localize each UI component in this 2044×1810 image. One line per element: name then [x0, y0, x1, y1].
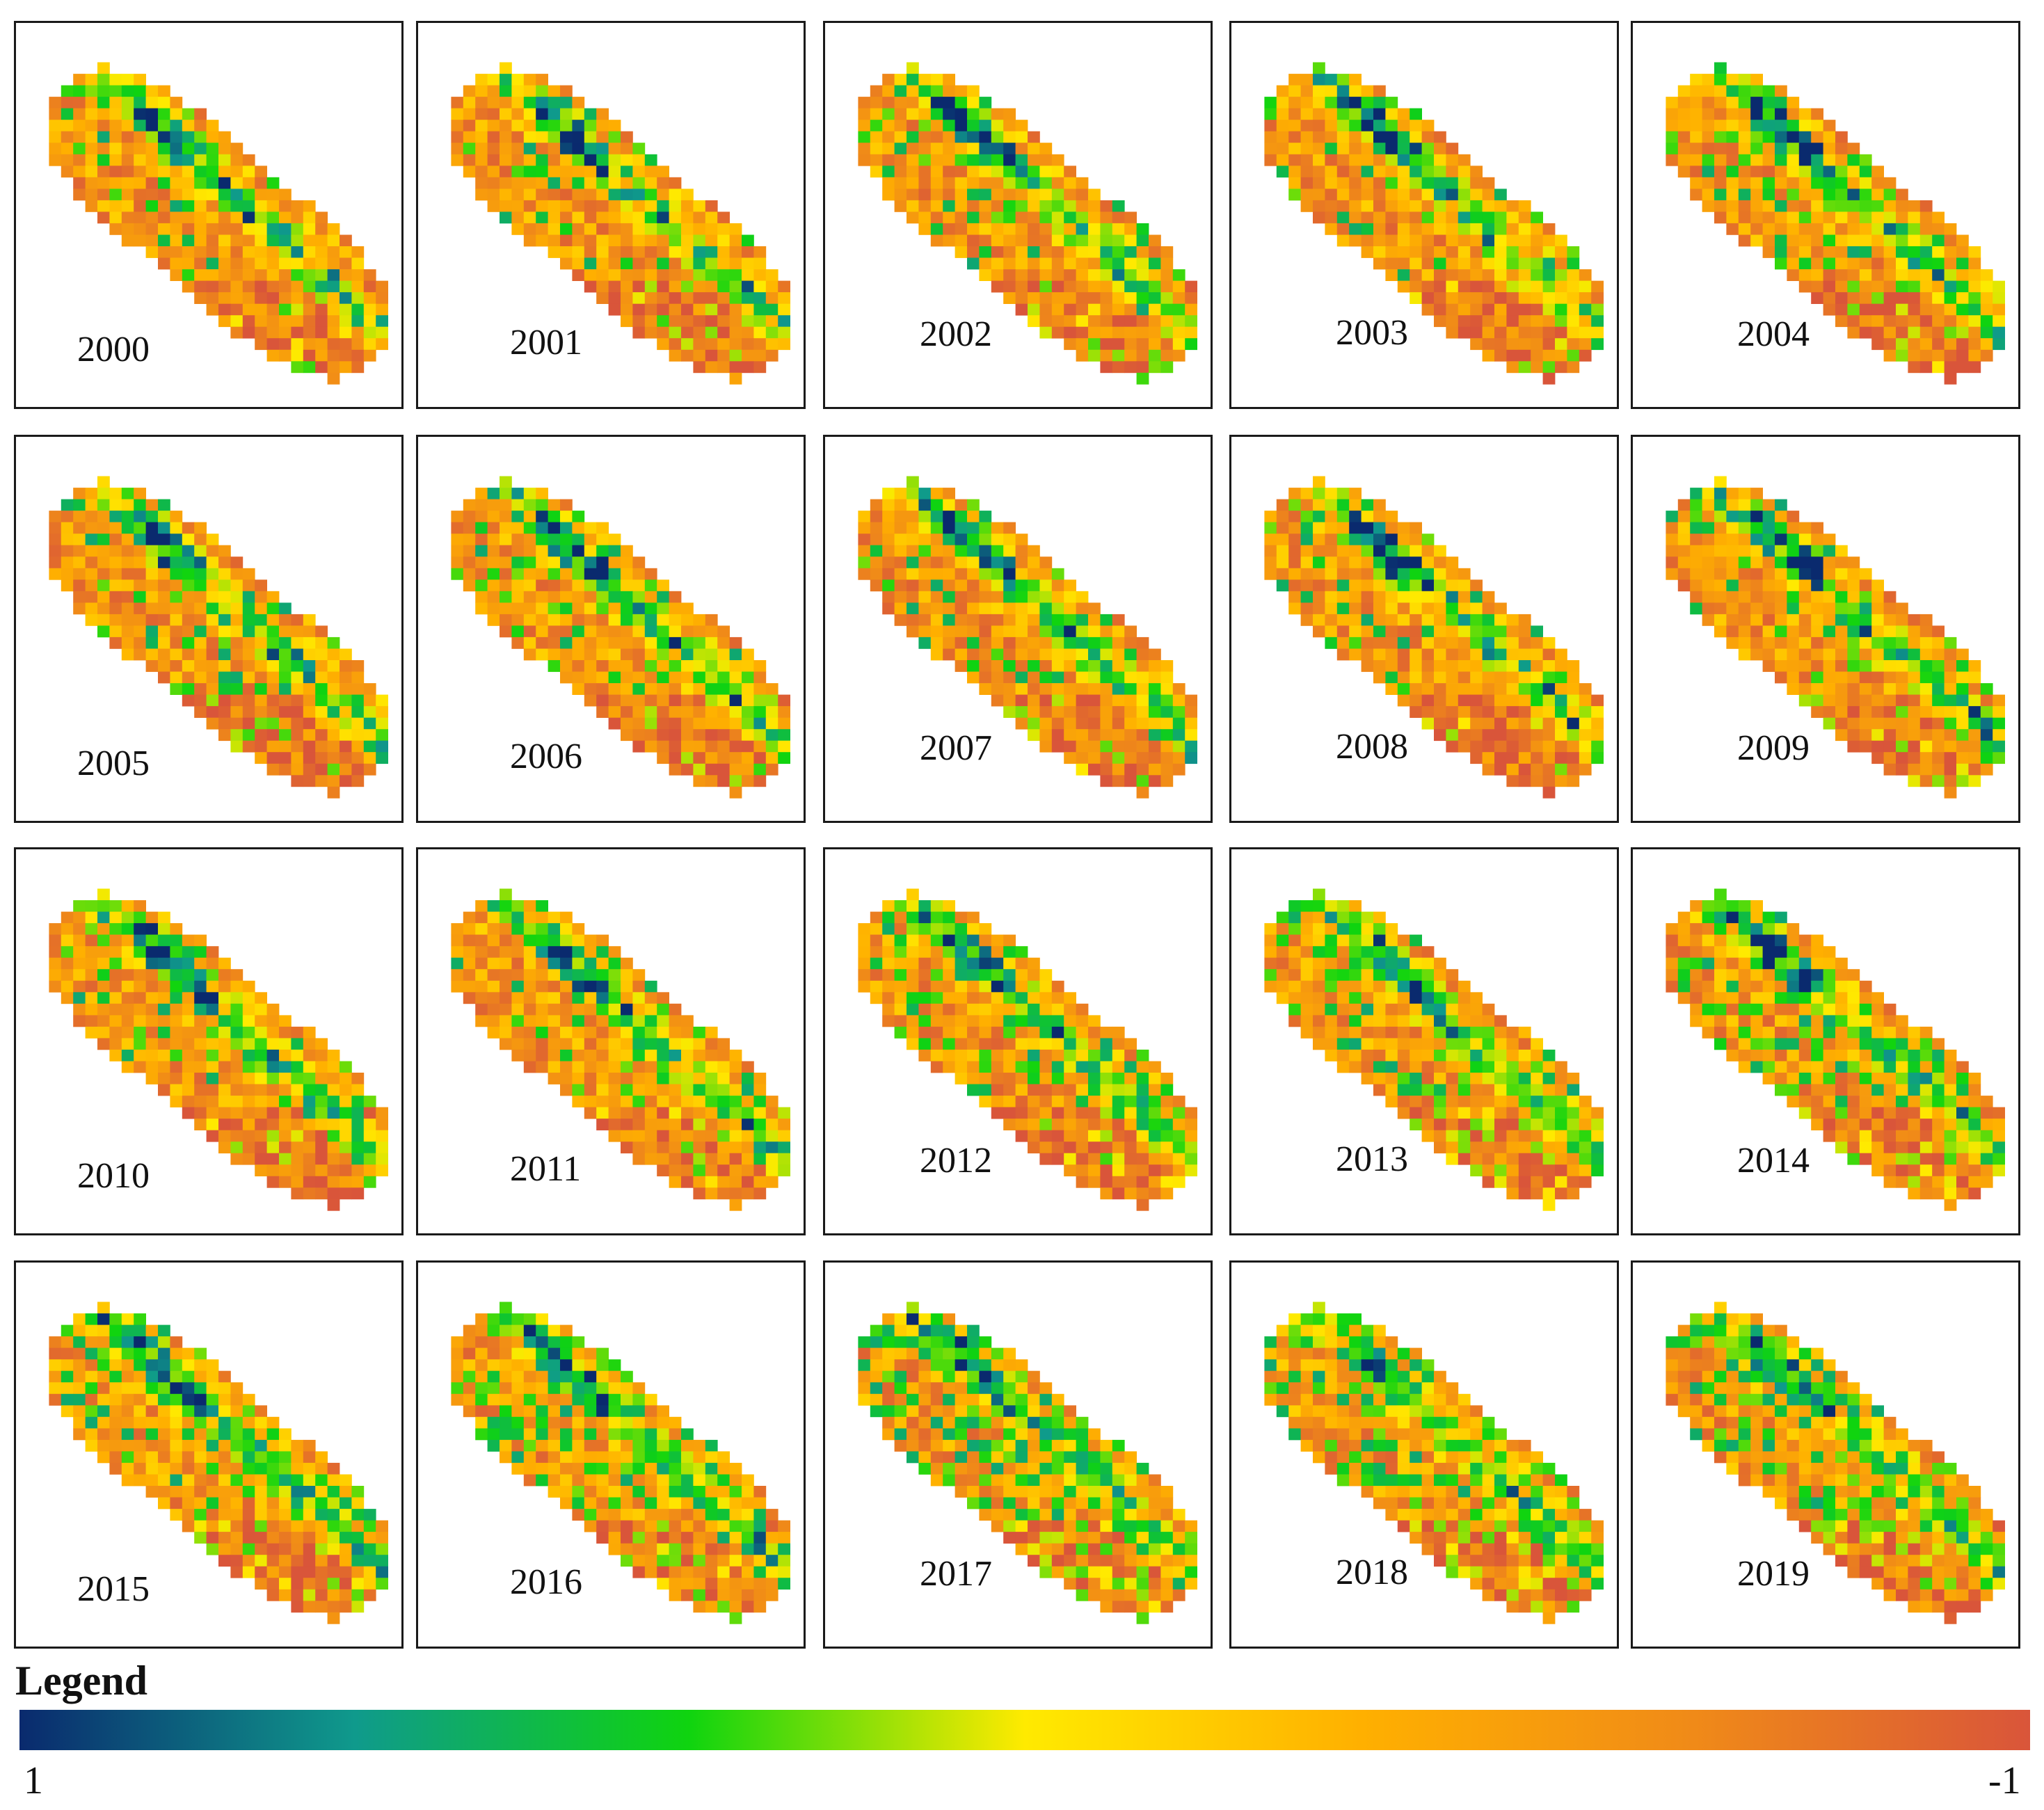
legend-title: Legend — [15, 1658, 148, 1704]
map-panel: 2014 — [1631, 847, 2020, 1235]
year-label: 2001 — [510, 323, 582, 362]
map-panel: 2013 — [1229, 847, 1619, 1235]
map-panel: 2009 — [1631, 435, 2020, 823]
raster-map — [1264, 476, 1604, 799]
map-grid: 2000 2001 2002 2003 2004 2005 2006 2007 2008 2009… — [14, 21, 2020, 1649]
year-label: 2012 — [920, 1141, 992, 1180]
map-panel: 2008 — [1229, 435, 1619, 823]
map-panel: 2004 — [1631, 21, 2020, 409]
map-panel: 2007 — [823, 435, 1213, 823]
year-label: 2004 — [1737, 314, 1810, 354]
map-panel: 2019 — [1631, 1260, 2020, 1649]
raster-map — [451, 476, 790, 799]
raster-map — [858, 1302, 1197, 1624]
legend-min-label: -1 — [1988, 1759, 2021, 1802]
map-panel: 2006 — [416, 435, 806, 823]
map-panel: 2002 — [823, 21, 1213, 409]
raster-map — [1666, 476, 2005, 799]
raster-map — [1264, 62, 1604, 385]
year-label: 2002 — [920, 314, 992, 354]
year-label: 2000 — [77, 330, 150, 369]
raster-map — [451, 888, 790, 1211]
legend-color-bar — [19, 1710, 2030, 1750]
raster-map — [1666, 62, 2005, 385]
raster-map — [1666, 1302, 2005, 1624]
raster-map — [858, 888, 1197, 1211]
raster-map — [1666, 888, 2005, 1211]
raster-map — [1264, 888, 1604, 1211]
year-label: 2017 — [920, 1554, 992, 1594]
map-panel: 2012 — [823, 847, 1213, 1235]
year-label: 2006 — [510, 737, 582, 776]
year-label: 2005 — [77, 744, 150, 783]
map-panel: 2005 — [14, 435, 404, 823]
raster-map — [858, 62, 1197, 385]
map-panel: 2018 — [1229, 1260, 1619, 1649]
raster-map — [49, 888, 388, 1211]
raster-map — [451, 1302, 790, 1624]
year-label: 2015 — [77, 1569, 150, 1609]
year-label: 2010 — [77, 1156, 150, 1196]
map-panel: 2016 — [416, 1260, 806, 1649]
map-panel: 2001 — [416, 21, 806, 409]
year-label: 2007 — [920, 728, 992, 768]
year-label: 2014 — [1737, 1141, 1810, 1180]
year-label: 2011 — [510, 1149, 582, 1189]
map-panel: 2010 — [14, 847, 404, 1235]
raster-map — [49, 1302, 388, 1624]
year-label: 2008 — [1336, 727, 1408, 767]
raster-map — [49, 62, 388, 385]
map-panel: 2000 — [14, 21, 404, 409]
year-label: 2013 — [1336, 1139, 1408, 1179]
raster-map — [49, 476, 388, 799]
raster-map — [858, 476, 1197, 799]
year-label: 2016 — [510, 1562, 582, 1602]
map-panel: 2015 — [14, 1260, 404, 1649]
year-label: 2018 — [1336, 1553, 1408, 1592]
map-panel: 2003 — [1229, 21, 1619, 409]
year-label: 2019 — [1737, 1554, 1810, 1594]
raster-map — [1264, 1302, 1604, 1624]
map-panel: 2011 — [416, 847, 806, 1235]
year-label: 2003 — [1336, 313, 1408, 353]
year-label: 2009 — [1737, 728, 1810, 768]
map-panel: 2017 — [823, 1260, 1213, 1649]
raster-map — [451, 62, 790, 385]
legend-max-label: 1 — [24, 1759, 43, 1802]
